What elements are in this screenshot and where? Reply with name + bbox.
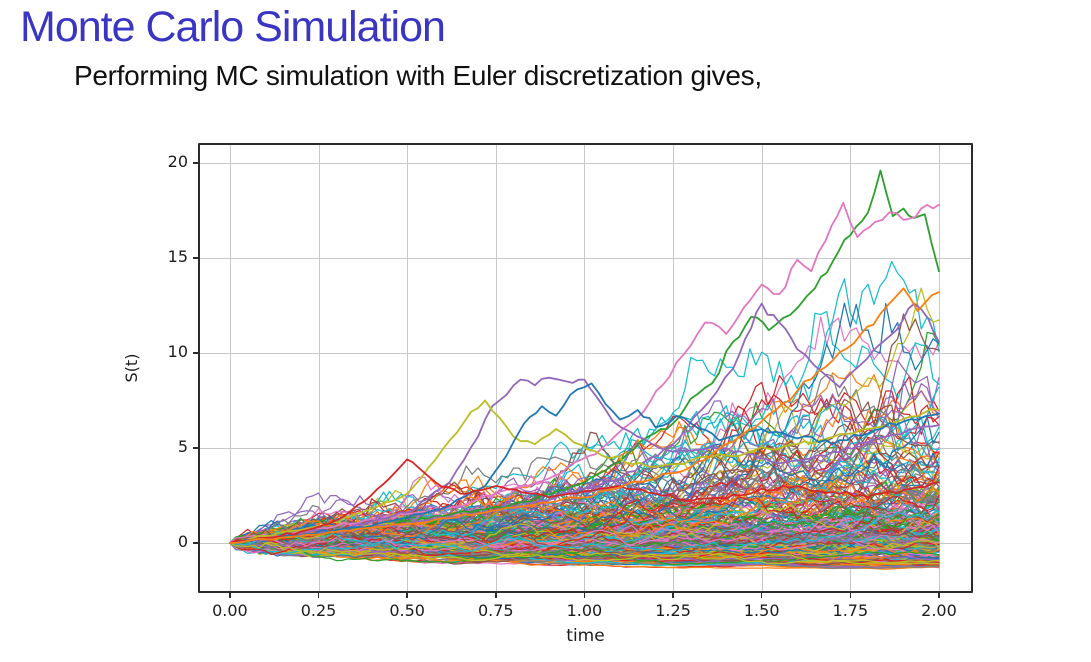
x-axis-label: time bbox=[566, 626, 605, 646]
y-tick-label: 0 bbox=[177, 532, 188, 552]
x-tick-label: 0.50 bbox=[389, 601, 425, 620]
x-tick-mark bbox=[229, 593, 231, 598]
mc-paths-canvas bbox=[198, 143, 973, 593]
x-tick-mark bbox=[406, 593, 408, 598]
x-tick-label: 0.75 bbox=[477, 601, 514, 620]
y-tick-mark bbox=[193, 162, 198, 164]
mc-simulation-figure: 0.00 0.25 0.50 0.75 1.00 1.25 1.50 1.75 2.00 0 5 1… bbox=[122, 143, 973, 646]
x-tick-mark bbox=[760, 593, 763, 598]
x-tick-mark bbox=[849, 593, 852, 598]
y-tick-mark bbox=[193, 542, 198, 544]
x-tick-label: 0.00 bbox=[212, 601, 248, 620]
x-tick-label: 0.25 bbox=[300, 601, 337, 620]
y-tick-mark bbox=[193, 352, 198, 354]
x-tick-mark bbox=[495, 593, 497, 598]
y-tick-label: 15 bbox=[167, 246, 188, 266]
page-subtitle: Performing MC simulation with Euler disc… bbox=[74, 60, 762, 91]
y-tick-mark bbox=[193, 257, 198, 259]
x-tick-label: 1.50 bbox=[743, 601, 780, 620]
x-tick-label: 1.75 bbox=[832, 601, 869, 620]
x-tick-mark bbox=[317, 593, 320, 598]
x-tick-mark bbox=[583, 593, 586, 598]
y-axis-label: S(t) bbox=[122, 353, 141, 383]
x-tick-mark bbox=[672, 593, 674, 598]
x-tick-label: 1.00 bbox=[566, 601, 603, 620]
y-tick-mark bbox=[193, 447, 198, 449]
y-tick-label: 20 bbox=[167, 151, 188, 171]
x-tick-label: 2.00 bbox=[921, 601, 957, 620]
y-tick-label: 5 bbox=[177, 437, 188, 456]
x-tick-label: 1.25 bbox=[655, 601, 691, 620]
x-tick-mark bbox=[938, 593, 940, 598]
page-title: Monte Carlo Simulation bbox=[20, 3, 446, 51]
y-tick-label: 10 bbox=[167, 341, 188, 361]
